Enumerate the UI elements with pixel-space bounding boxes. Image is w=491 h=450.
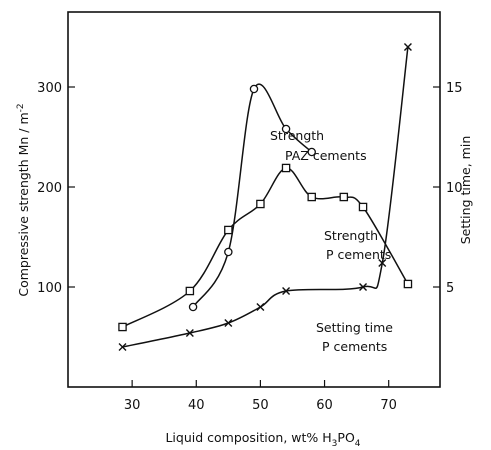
x-axis-title-main: Liquid composition, wt% H [165, 430, 331, 445]
point-setting-2-b [224, 319, 233, 327]
y-right-tick-label-5: 5 [446, 281, 454, 296]
point-p_strength-7 [358, 202, 368, 212]
axis-ticks: 30 40 50 60 70 100 200 300 5 10 15 [37, 81, 462, 413]
x-axis-title: Liquid composition, wt% H3PO4 [165, 430, 360, 449]
annotation-setting-time: Setting time P cements [316, 320, 393, 354]
point-p_strength-6 [339, 192, 349, 202]
point-p_strength-3 [256, 199, 265, 209]
point-setting-7 [403, 43, 412, 51]
y-right-tick-label-10: 10 [446, 181, 463, 196]
y-left-tick-label-300: 300 [37, 81, 62, 96]
point-setting-6-b [378, 259, 387, 267]
point-paz-3 [281, 124, 291, 134]
point-p_strength-4 [281, 163, 291, 173]
point-setting-4 [282, 287, 291, 295]
point-paz-4 [307, 147, 316, 157]
annotation-strength-p: Strength P cements [324, 228, 391, 262]
series-markers [118, 43, 413, 351]
point-p_strength-8 [403, 279, 413, 289]
y-right-tick-label-15: 15 [446, 81, 463, 96]
point-setting-0 [118, 343, 127, 351]
point-setting-5-b [359, 283, 368, 291]
annotation-strength-p-line1: Strength [324, 228, 378, 243]
point-setting-5 [359, 283, 368, 291]
x-axis-title-tail: PO [337, 430, 355, 445]
y-left-tick-label-100: 100 [37, 281, 62, 296]
plot-border [67, 11, 441, 388]
point-paz-2 [249, 84, 259, 94]
annotation-setting-time-line2: P cements [322, 339, 387, 354]
point-setting-1 [185, 329, 194, 337]
point-setting-3-b [256, 303, 265, 311]
point-p_strength-2 [224, 225, 233, 235]
point-setting-2 [224, 319, 233, 327]
plot-frame [67, 11, 441, 388]
point-setting-0-b [118, 343, 127, 351]
x-tick-label-40: 40 [188, 398, 205, 413]
annotation-strength-paz-line2: PAZ cements [285, 148, 367, 163]
annotation-strength-p-line2: P cements [326, 247, 391, 262]
x-tick-label-50: 50 [252, 398, 269, 413]
annotation-strength-paz-line1: Strength [270, 128, 324, 143]
x-axis-title-sub1: 3 [332, 439, 338, 449]
point-setting-3 [256, 303, 265, 311]
point-setting-7-b [403, 43, 412, 51]
point-p_strength-5 [307, 192, 316, 202]
annotation-strength-paz: Strength PAZ cements [270, 128, 367, 163]
point-paz-0 [188, 302, 198, 312]
y-left-tick-label-200: 200 [37, 181, 62, 196]
x-tick-label-30: 30 [124, 398, 141, 413]
series-line-paz [192, 83, 313, 308]
y-axis-left-title-sup: -2 [16, 103, 26, 112]
y-axis-left-title: Compressive strength Mn / m-2 [16, 103, 31, 296]
series-lines [122, 46, 409, 348]
y-axis-left-title-main: Compressive strength Mn / m [16, 112, 31, 296]
annotation-setting-time-line1: Setting time [316, 320, 393, 335]
point-p_strength-1 [185, 286, 195, 296]
point-setting-1-b [185, 329, 194, 337]
x-axis-title-sub2: 4 [355, 439, 361, 449]
point-setting-4-b [282, 287, 291, 295]
x-tick-label-60: 60 [316, 398, 333, 413]
point-setting-6 [378, 259, 387, 267]
point-paz-1 [224, 247, 233, 257]
point-p_strength-0 [118, 322, 127, 332]
x-tick-label-70: 70 [380, 398, 397, 413]
y-axis-right-title: Setting time, min [458, 136, 473, 245]
